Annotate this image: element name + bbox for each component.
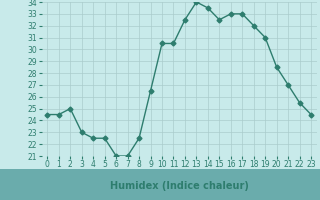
Text: Humidex (Indice chaleur): Humidex (Indice chaleur): [110, 181, 249, 191]
